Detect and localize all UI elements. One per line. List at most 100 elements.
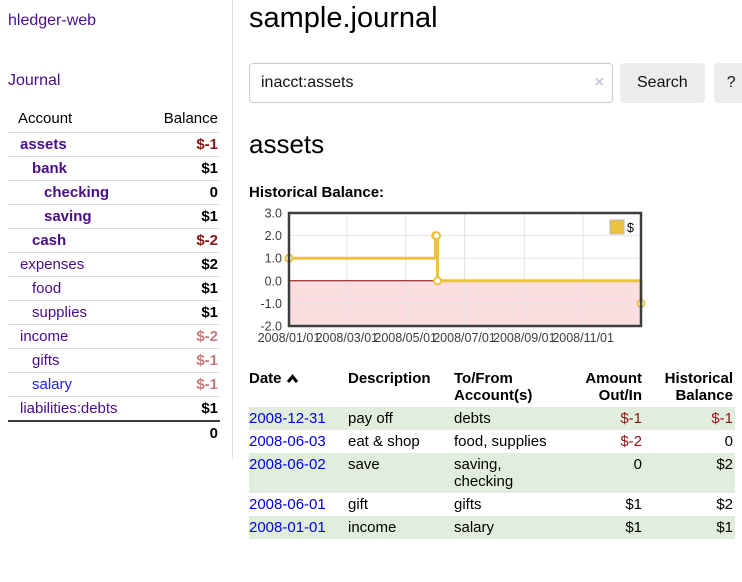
register-amount: $-2 (620, 433, 642, 450)
clear-search-icon[interactable]: × (594, 74, 604, 91)
sidebar-account-row: cash $-2 (8, 228, 220, 253)
search-form: × Search ? (249, 63, 742, 103)
sidebar-account-link[interactable]: food (32, 280, 62, 297)
sidebar-account-row: supplies $1 (8, 300, 220, 325)
sidebar-account-balance: $-2 (140, 324, 220, 349)
amount-column-header: Amount Out/In (585, 370, 642, 404)
register-header-row: Date Description To/From Account(s) Amou… (249, 367, 735, 407)
sidebar-account-balance: $-1 (140, 372, 220, 397)
transaction-date-link[interactable]: 2008-01-01 (249, 519, 326, 536)
register-date: 2008-06-03 (249, 430, 348, 453)
register-description: gift (348, 496, 369, 513)
register-accounts: gifts (454, 496, 482, 513)
sidebar-account-row: assets $-1 (8, 132, 220, 157)
svg-text:2008/09/01: 2008/09/01 (493, 331, 556, 345)
svg-text:0.0: 0.0 (265, 274, 282, 288)
sidebar-account-row: checking 0 (8, 180, 220, 205)
register-accounts: saving, checking (454, 456, 514, 490)
sidebar-account-balance: $1 (140, 156, 220, 181)
sidebar-account-link[interactable]: gifts (32, 352, 60, 369)
svg-text:2008/11/01: 2008/11/01 (552, 331, 614, 345)
register-accounts: salary (454, 519, 495, 536)
sidebar-account-link[interactable]: cash (32, 232, 67, 249)
sidebar-account-balance: $-1 (140, 132, 220, 157)
register-amount: $1 (625, 496, 642, 513)
balance-column-header: Balance (163, 110, 218, 127)
register-balance: $-1 (711, 410, 733, 427)
register-amount: $-1 (620, 410, 642, 427)
register-rows: 2008-12-31 pay off debts $-1 $-1 2008-06-03 ea… (249, 407, 735, 539)
sidebar-account-row: expenses $2 (8, 252, 220, 277)
sidebar-account-balance: $1 (140, 300, 220, 325)
balance-column-header-register: Historical Balance (664, 370, 733, 404)
sidebar-account-link[interactable]: income (20, 328, 69, 345)
sidebar-account-row: food $1 (8, 276, 220, 301)
register-accounts: food, supplies (454, 433, 547, 450)
sidebar: hledger-web Journal Account Balance asse… (0, 0, 233, 459)
historical-balance-label: Historical Balance: (249, 184, 385, 201)
sidebar-account-row: salary $-1 (8, 372, 220, 397)
search-button[interactable]: Search (620, 63, 705, 103)
sidebar-account-link[interactable]: assets (20, 136, 67, 153)
transaction-date-link[interactable]: 2008-06-01 (249, 496, 326, 513)
sidebar-item-journal[interactable]: Journal (8, 72, 61, 89)
register-description: pay off (348, 410, 393, 427)
register-date: 2008-12-31 (249, 407, 348, 430)
sidebar-account-row: saving $1 (8, 204, 220, 229)
register-balance: $1 (716, 519, 733, 536)
account-heading: assets (249, 129, 325, 159)
register-row: 2008-12-31 pay off debts $-1 $-1 (249, 407, 735, 430)
sort-ascending-icon (286, 373, 298, 383)
sidebar-account-link[interactable]: bank (32, 160, 68, 177)
historical-balance-chart[interactable]: 3.0 2.0 1.0 0.0 -1.0 -2.02008/01/012008/03/01… (249, 207, 649, 351)
sidebar-account-link[interactable]: checking (44, 184, 110, 201)
transaction-date-link[interactable]: 2008-12-31 (249, 410, 326, 427)
register-date: 2008-06-01 (249, 493, 348, 516)
sidebar-account-balance: $-2 (140, 228, 220, 253)
description-column-header: Description (348, 370, 431, 387)
register-description: save (348, 456, 380, 473)
sidebar-account-balance: $1 (140, 396, 220, 421)
sidebar-account-link[interactable]: saving (44, 208, 92, 225)
svg-text:2008/03/01: 2008/03/01 (316, 331, 379, 345)
main-content: sample.journal × Search ? assets Histori… (233, 0, 742, 539)
register-row: 2008-06-02 save saving, checking 0 $2 (249, 453, 735, 493)
svg-text:2008/07/01: 2008/07/01 (433, 331, 496, 345)
register-balance: $2 (716, 456, 733, 473)
register-amount: $1 (625, 519, 642, 536)
transaction-date-link[interactable]: 2008-06-03 (249, 433, 326, 450)
register-table: Date Description To/From Account(s) Amou… (249, 367, 735, 539)
search-input[interactable] (249, 63, 613, 103)
svg-text:2008/01/01: 2008/01/01 (258, 331, 321, 345)
help-button[interactable]: ? (713, 63, 742, 103)
transaction-date-link[interactable]: 2008-06-02 (249, 456, 326, 473)
sidebar-account-row: income $-2 (8, 324, 220, 349)
sidebar-account-link[interactable]: liabilities:debts (20, 400, 118, 417)
sidebar-total-row: 0 (8, 420, 220, 445)
date-column-header[interactable]: Date (249, 367, 348, 407)
sidebar-account-balance: $1 (140, 204, 220, 229)
svg-text:1.0: 1.0 (265, 252, 282, 266)
sidebar-account-link[interactable]: salary (32, 376, 73, 393)
accounts-column-header: To/From Account(s) (454, 370, 533, 404)
sidebar-account-row: gifts $-1 (8, 348, 220, 373)
sidebar-account-balance: $1 (140, 276, 220, 301)
sidebar-account-balance: $2 (140, 252, 220, 277)
account-column-header: Account (18, 110, 73, 127)
register-row: 2008-06-01 gift gifts $1 $2 (249, 493, 735, 516)
sidebar-total-balance: 0 (140, 420, 220, 445)
sidebar-account-row: liabilities:debts $1 (8, 396, 220, 421)
sidebar-account-link[interactable]: expenses (20, 256, 85, 273)
register-date: 2008-01-01 (249, 516, 348, 539)
sidebar-account-balance: $-1 (140, 348, 220, 373)
sidebar-account-link[interactable]: supplies (32, 304, 88, 321)
sidebar-account-rows: assets $-1 bank $1 checking 0 saving $1 cash $-2 e… (8, 132, 220, 421)
page: hledger-web Journal Account Balance asse… (0, 0, 742, 539)
register-description: income (348, 519, 397, 536)
svg-text:$: $ (627, 221, 634, 235)
app-title-link[interactable]: hledger-web (8, 12, 97, 29)
date-sort-link: Date (249, 370, 299, 387)
register-date: 2008-06-02 (249, 453, 348, 493)
account-balance-table: Account Balance assets $-1 bank $1 checking 0… (8, 106, 220, 445)
register-row: 2008-06-03 eat & shop food, supplies $-2 0 (249, 430, 735, 453)
